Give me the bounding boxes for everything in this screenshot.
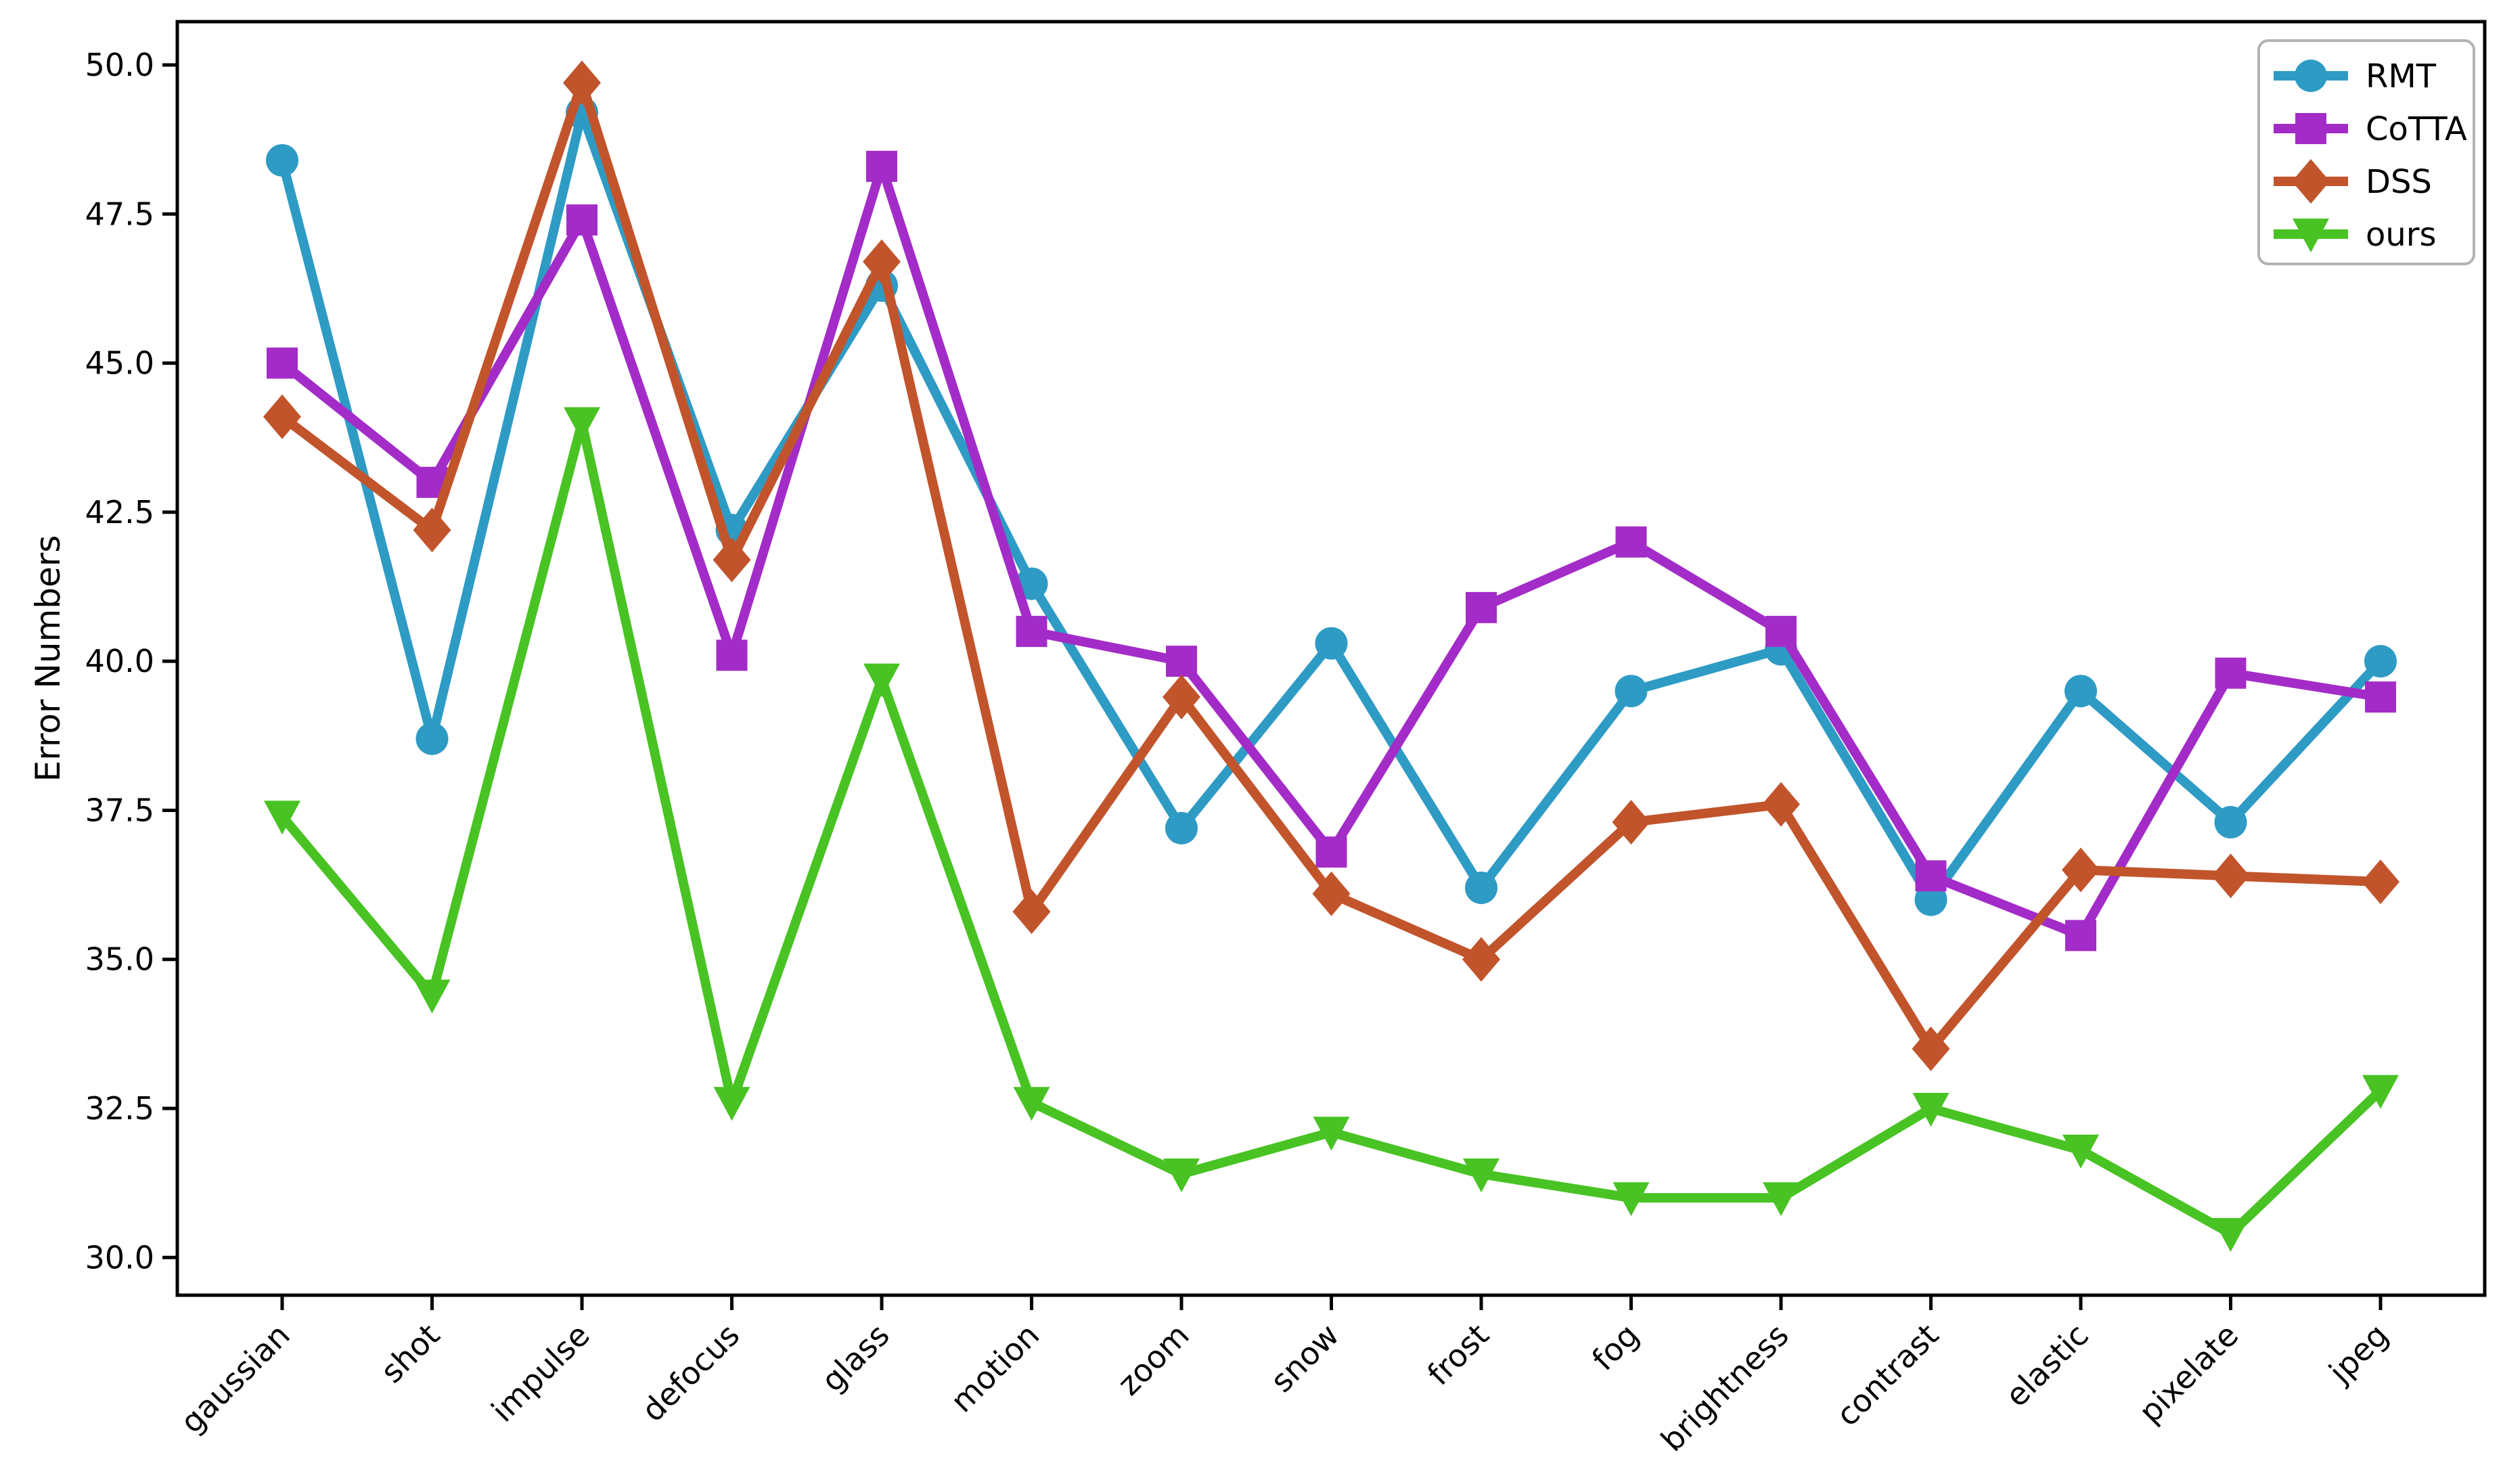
marker-dss-defocus (713, 537, 751, 583)
x-axis-tick-label: elastic (1998, 1317, 2096, 1414)
x-axis-tick-label: snow (1263, 1317, 1346, 1399)
marker-rmt-jpeg (2364, 645, 2397, 678)
x-axis-tick-label: frost (1420, 1317, 1496, 1393)
marker-rmt-snow (1315, 627, 1348, 660)
marker-rmt-gaussian (266, 143, 298, 177)
marker-dss-contrast (1912, 1026, 1950, 1071)
marker-ours-elastic (2062, 1134, 2099, 1169)
marker-ours-gaussian (264, 801, 300, 835)
marker-ours-contrast (1912, 1093, 1949, 1127)
marker-dss-brightness (1762, 782, 1800, 827)
series-line-ours (277, 418, 2385, 1239)
x-axis-tick-label: fog (1585, 1317, 1646, 1378)
legend-marker-dss (2292, 159, 2330, 204)
marker-rmt-elastic (2065, 675, 2097, 708)
legend-label-rmt: RMT (2366, 58, 2437, 95)
series-line-cotta (277, 161, 2385, 941)
legend-label-ours: ours (2366, 216, 2437, 254)
y-axis-tick-label: 40.0 (85, 643, 154, 679)
legend-label-dss: DSS (2366, 163, 2432, 201)
y-axis-tick-label: 35.0 (85, 941, 154, 978)
marker-dss-snow (1312, 871, 1351, 916)
marker-ours-motion (1013, 1087, 1050, 1121)
y-axis-label: Error Numbers (28, 535, 68, 782)
marker-ours-impulse (564, 407, 600, 441)
x-axis-tick-label: zoom (1110, 1317, 1196, 1403)
marker-rmt-frost (1465, 871, 1497, 904)
marker-rmt-pixelate (2214, 806, 2247, 839)
legend-marker-rmt (2295, 60, 2327, 92)
marker-rmt-contrast (1914, 883, 1947, 916)
legend-marker-ours (2293, 219, 2329, 252)
x-axis-tick-label: shot (374, 1317, 447, 1390)
y-axis-tick-label: 32.5 (85, 1090, 154, 1127)
marker-cotta-zoom (1166, 646, 1197, 677)
x-axis-tick-label: glass (814, 1317, 897, 1399)
marker-ours-glass (863, 663, 900, 698)
marker-ours-zoom (1163, 1158, 1200, 1192)
marker-ours-snow (1313, 1117, 1350, 1151)
marker-rmt-shot (415, 722, 449, 755)
marker-dss-impulse (563, 60, 601, 106)
x-axis-tick-label: jpeg (2322, 1317, 2395, 1391)
marker-ours-defocus (713, 1087, 750, 1121)
marker-dss-zoom (1163, 675, 1200, 720)
x-axis-tick-label: contrast (1829, 1317, 1945, 1433)
plot-area: 30.0 32.5 35.0 37.5 40.0 42.5 45.0 47.5 50.0 gaus… (85, 20, 2487, 1459)
y-axis-tick-label: 50.0 (85, 47, 154, 83)
marker-cotta-frost (1466, 591, 1497, 623)
x-axis-tick-label: brightness (1654, 1317, 1796, 1459)
y-axis-tick-label: 42.5 (85, 494, 154, 531)
marker-dss-glass (863, 239, 901, 284)
marker-cotta-contrast (1915, 860, 1947, 892)
x-axis-tick-label: motion (943, 1317, 1046, 1420)
marker-cotta-glass (866, 150, 897, 182)
marker-dss-jpeg (2362, 859, 2399, 905)
marker-ours-frost (1463, 1158, 1499, 1192)
marker-ours-shot (413, 979, 451, 1014)
y-axis-tick-label: 30.0 (85, 1239, 154, 1276)
marker-cotta-gaussian (267, 347, 298, 379)
marker-ours-pixelate (2212, 1218, 2249, 1253)
x-axis-tick-label: pixelate (2132, 1317, 2245, 1431)
marker-ours-brightness (1763, 1182, 1799, 1217)
marker-dss-motion (1012, 889, 1051, 935)
legend-marker-cotta (2295, 113, 2326, 144)
y-axis-tick-label: 45.0 (85, 345, 154, 382)
y-axis-tick-label: 37.5 (85, 792, 154, 828)
marker-cotta-snow (1315, 836, 1347, 868)
marker-cotta-defocus (716, 639, 748, 671)
marker-dss-elastic (2062, 847, 2100, 893)
marker-cotta-jpeg (2365, 681, 2396, 713)
x-axis-tick-label: gaussian (173, 1317, 297, 1441)
x-axis-tick-label: defocus (635, 1317, 747, 1429)
marker-cotta-brightness (1765, 616, 1797, 648)
legend-box (2257, 39, 2475, 265)
marker-dss-pixelate (2211, 853, 2250, 899)
legend-label-cotta: CoTTA (2366, 110, 2467, 148)
y-axis-tick-label: 47.5 (85, 196, 154, 232)
x-axis-tick-label: impulse (484, 1317, 597, 1429)
marker-dss-gaussian (263, 394, 301, 439)
marker-rmt-fog (1615, 675, 1648, 708)
marker-cotta-fog (1615, 526, 1647, 558)
marker-rmt-zoom (1165, 811, 1198, 845)
marker-ours-jpeg (2362, 1075, 2399, 1109)
marker-cotta-impulse (566, 204, 597, 236)
marker-dss-fog (1612, 800, 1650, 845)
marker-ours-fog (1613, 1182, 1650, 1217)
marker-cotta-motion (1016, 616, 1047, 648)
marker-cotta-elastic (2065, 920, 2096, 951)
marker-dss-shot (413, 508, 451, 553)
marker-cotta-pixelate (2215, 657, 2247, 689)
marker-dss-frost (1462, 937, 1500, 982)
